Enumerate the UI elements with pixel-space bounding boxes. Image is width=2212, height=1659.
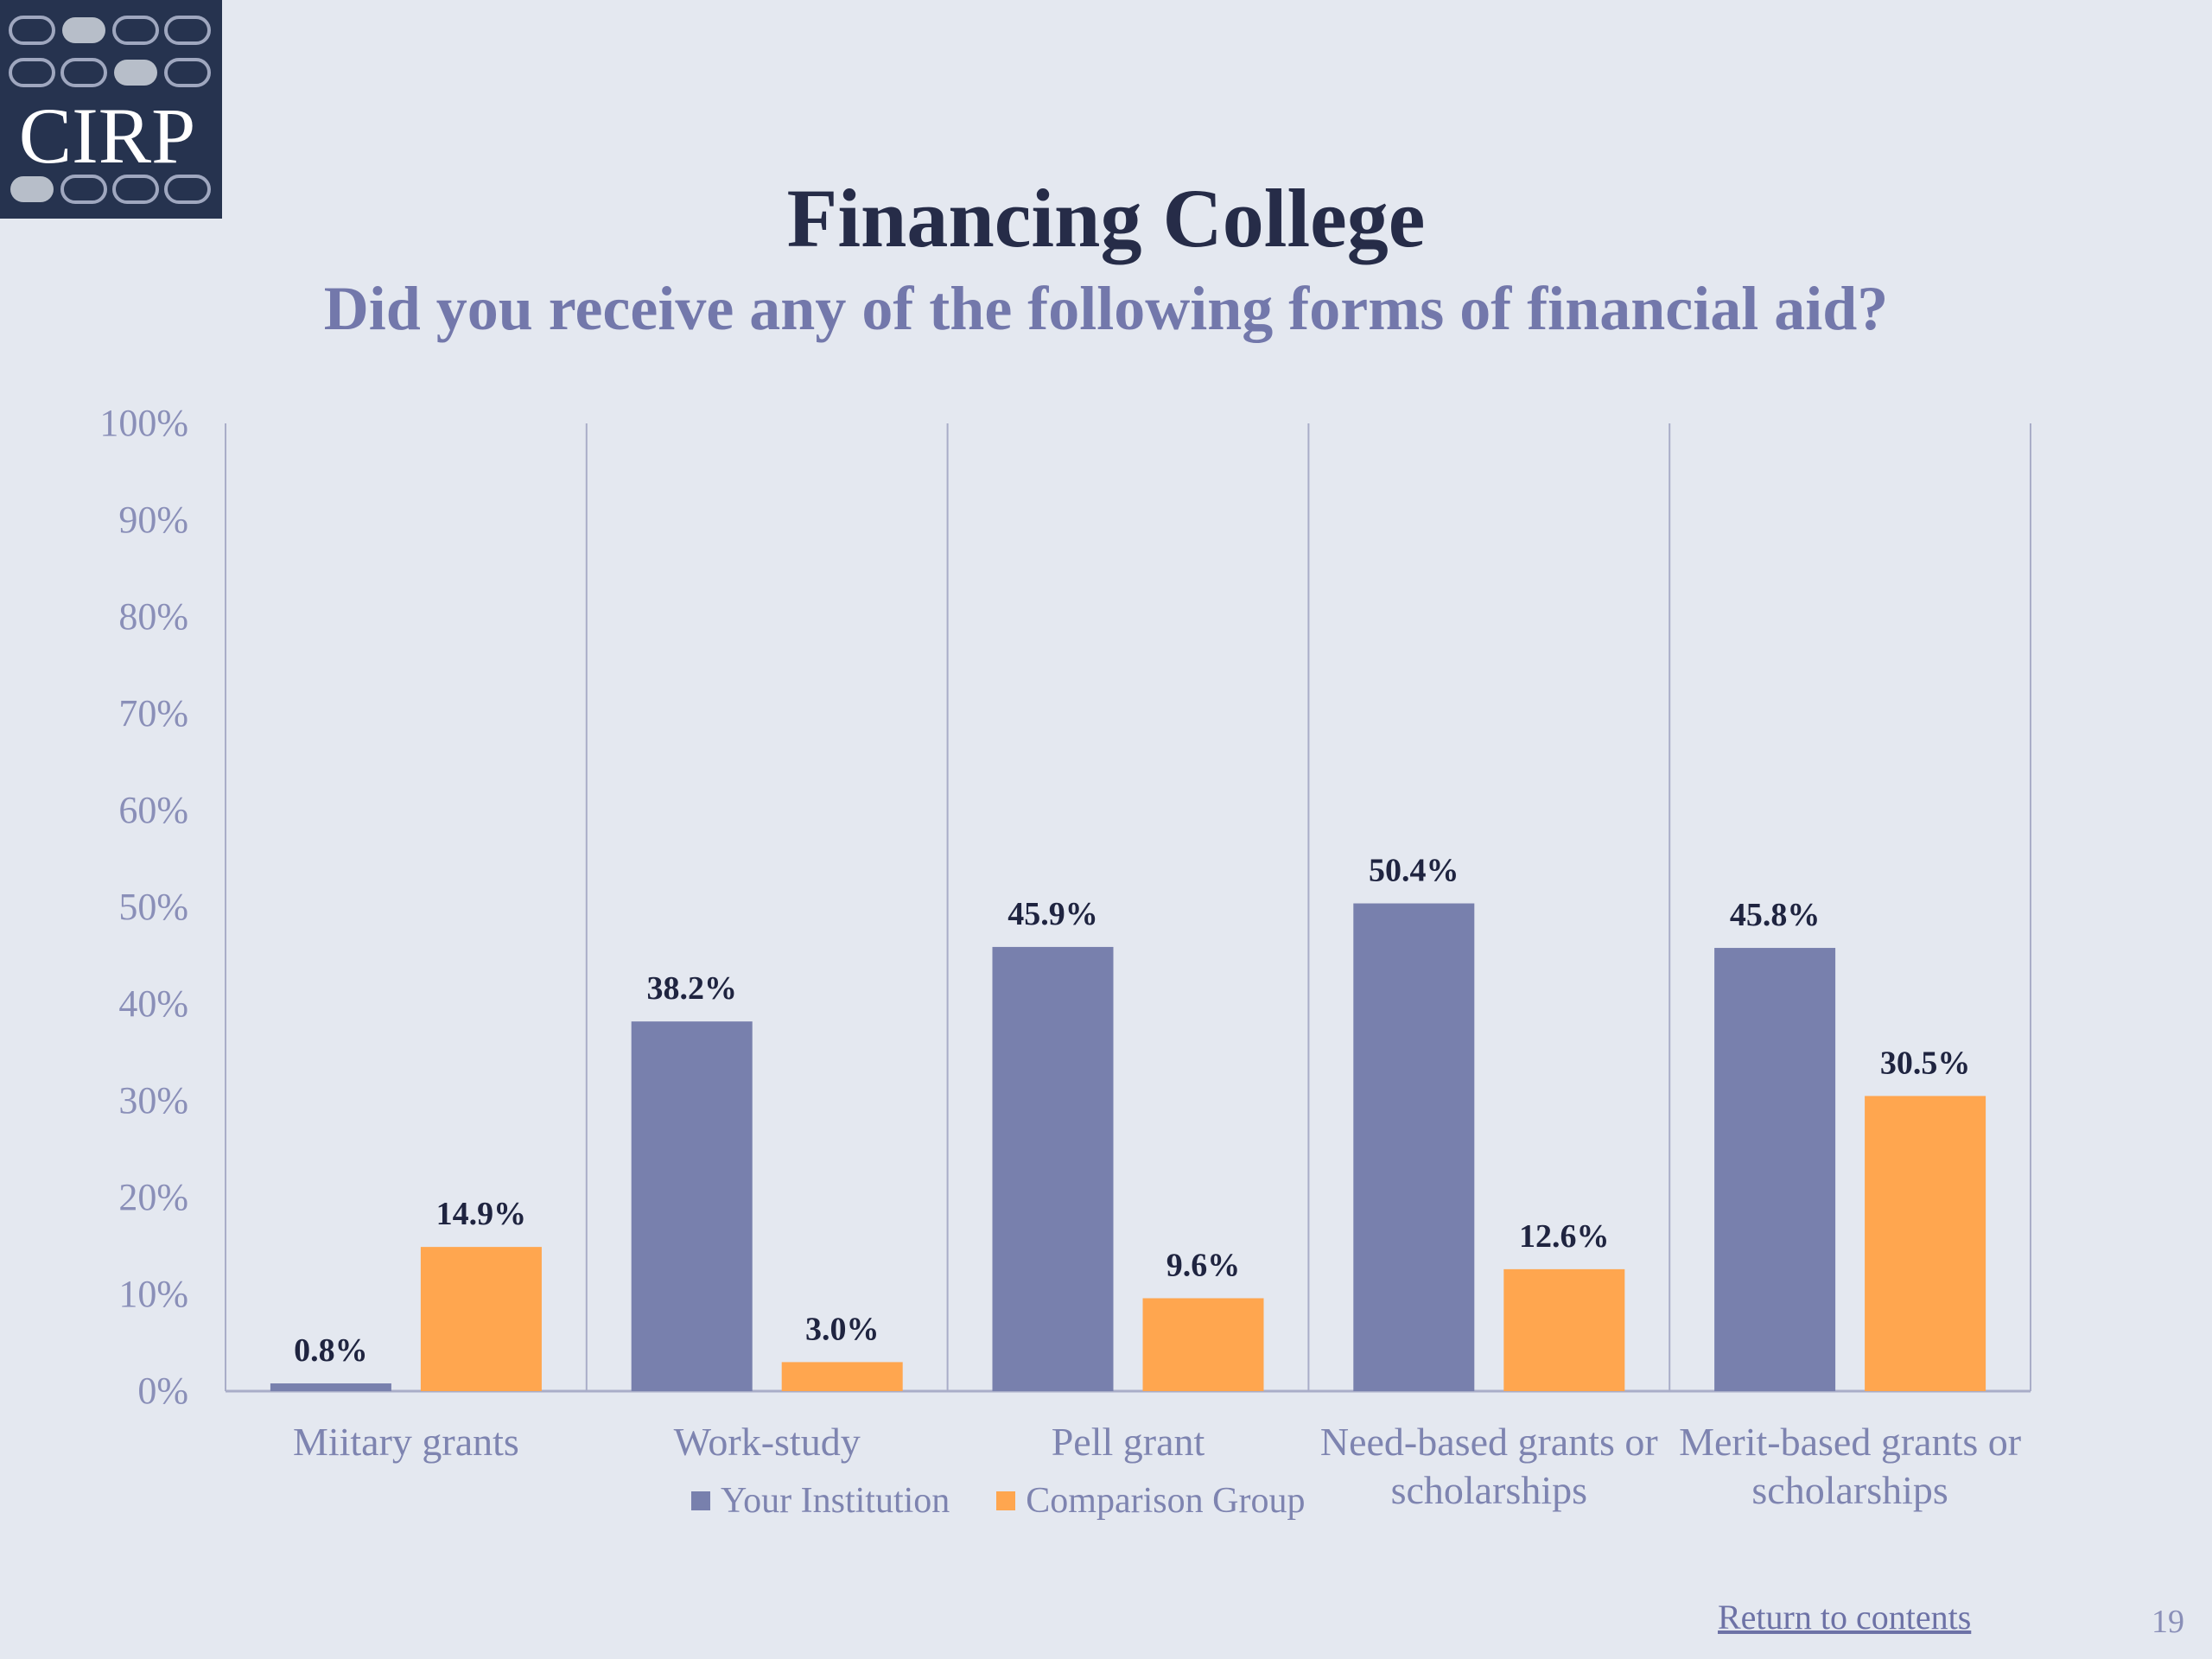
x-tick-label: scholarships bbox=[1391, 1468, 1587, 1512]
y-tick-label: 30% bbox=[118, 1079, 188, 1122]
bar bbox=[1503, 1268, 1625, 1391]
x-tick-label: Merit-based grants or bbox=[1679, 1420, 2021, 1464]
data-label: 12.6% bbox=[1519, 1218, 1610, 1255]
legend-item-comparison-group: Comparison Group bbox=[996, 1480, 1305, 1522]
data-label: 14.9% bbox=[436, 1196, 527, 1232]
x-tick-label: Miitary grants bbox=[293, 1420, 519, 1464]
x-tick-label: Work-study bbox=[674, 1420, 861, 1464]
data-label: 45.9% bbox=[1007, 896, 1098, 932]
legend-swatch-comparison-group bbox=[996, 1491, 1016, 1510]
data-label: 0.8% bbox=[294, 1332, 368, 1369]
y-tick-label: 60% bbox=[118, 789, 188, 831]
data-label: 45.8% bbox=[1730, 897, 1821, 933]
y-tick-label: 80% bbox=[118, 595, 188, 638]
data-label: 9.6% bbox=[1166, 1247, 1241, 1283]
x-tick-label: Pell grant bbox=[1052, 1420, 1205, 1464]
bar bbox=[270, 1383, 391, 1391]
legend-label-your-institution: Your Institution bbox=[721, 1481, 950, 1521]
chart-subtitle: Did you receive any of the following for… bbox=[323, 274, 1889, 343]
y-tick-label: 10% bbox=[118, 1273, 188, 1315]
bar bbox=[1142, 1298, 1264, 1391]
chart-title: Financing College bbox=[786, 172, 1426, 264]
y-tick-label: 70% bbox=[118, 692, 188, 734]
y-tick-label: 50% bbox=[118, 886, 188, 928]
y-tick-label: 90% bbox=[118, 499, 188, 541]
data-label: 3.0% bbox=[805, 1311, 880, 1347]
y-tick-label: 100% bbox=[99, 402, 188, 444]
bar bbox=[631, 1021, 753, 1391]
return-to-contents-link[interactable]: Return to contents bbox=[1718, 1598, 1972, 1637]
y-tick-label: 0% bbox=[137, 1370, 188, 1412]
data-label: 30.5% bbox=[1880, 1045, 1971, 1081]
bar bbox=[781, 1362, 903, 1391]
legend-swatch-your-institution bbox=[691, 1491, 710, 1510]
chart-legend: Your Institution Comparison Group bbox=[691, 1475, 1305, 1527]
x-tick-label: Need-based grants or bbox=[1320, 1420, 1658, 1464]
legend-item-your-institution: Your Institution bbox=[691, 1480, 950, 1522]
y-tick-label: 20% bbox=[118, 1176, 188, 1218]
cirp-logo: CIRP bbox=[0, 0, 222, 219]
bar bbox=[1714, 948, 1836, 1391]
y-tick-label: 40% bbox=[118, 982, 188, 1025]
legend-label-comparison-group: Comparison Group bbox=[1026, 1481, 1306, 1521]
bar bbox=[992, 946, 1114, 1391]
logo-text: CIRP bbox=[19, 92, 196, 180]
bar bbox=[1353, 903, 1475, 1391]
bar bbox=[1865, 1096, 1986, 1391]
page-number: 19 bbox=[2152, 1604, 2184, 1640]
x-tick-label: scholarships bbox=[1751, 1468, 1948, 1512]
bar bbox=[420, 1247, 542, 1391]
data-label: 50.4% bbox=[1369, 853, 1459, 889]
data-label: 38.2% bbox=[646, 970, 737, 1007]
